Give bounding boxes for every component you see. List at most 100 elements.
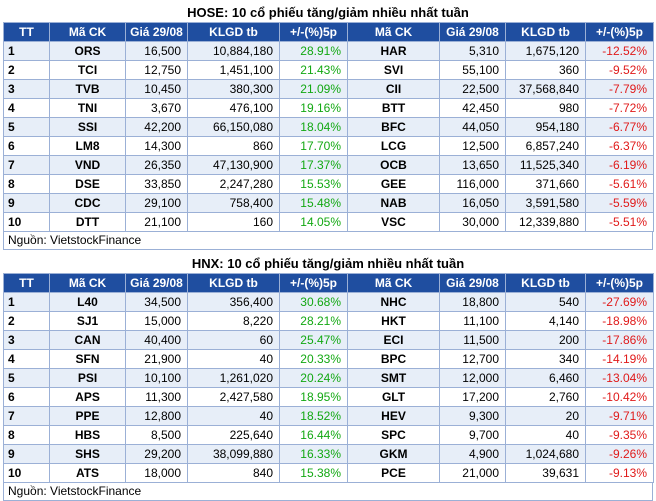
table-cell: -9.26% <box>585 444 654 464</box>
table-cell: -9.71% <box>585 406 654 426</box>
table-cell: VND <box>49 155 126 175</box>
table-cell: 7 <box>3 406 50 426</box>
table-cell: 60 <box>187 330 280 350</box>
table-cell: PSI <box>49 368 126 388</box>
table-cell: LM8 <box>49 136 126 156</box>
table-cell: 1,675,120 <box>505 41 586 61</box>
table-row: 7 PPE 12,800 40 18.52% HEV 9,300 20 -9.71% <box>3 406 654 426</box>
table-cell: 12,500 <box>439 136 506 156</box>
table-cell: 8 <box>3 425 50 445</box>
hose-header-cell: +/-(%)5p <box>585 22 654 42</box>
table-cell: 14,300 <box>125 136 188 156</box>
table-cell: 26,350 <box>125 155 188 175</box>
table-cell: -6.19% <box>585 155 654 175</box>
table-cell: TVB <box>49 79 126 99</box>
table-cell: DSE <box>49 174 126 194</box>
table-cell: -5.61% <box>585 174 654 194</box>
table-cell: 2,247,280 <box>187 174 280 194</box>
table-cell: 9 <box>3 444 50 464</box>
table-cell: BTT <box>347 98 440 118</box>
table-row: 9 SHS 29,200 38,099,880 16.33% GKM 4,900 1,024,… <box>3 444 654 464</box>
table-cell: 4 <box>3 349 50 369</box>
table-cell: 34,500 <box>125 292 188 312</box>
table-cell: 540 <box>505 292 586 312</box>
table-cell: 39,631 <box>505 463 586 483</box>
table-cell: 20.33% <box>279 349 348 369</box>
table-cell: CII <box>347 79 440 99</box>
table-cell: 21.09% <box>279 79 348 99</box>
table-row: 4 SFN 21,900 40 20.33% BPC 12,700 340 -14.19% <box>3 349 654 369</box>
table-cell: 21,100 <box>125 212 188 232</box>
table-cell: 2 <box>3 311 50 331</box>
hnx-header-cell: Mã CK <box>49 273 126 293</box>
table-cell: 356,400 <box>187 292 280 312</box>
hnx-header-cell: Giá 29/08 <box>439 273 506 293</box>
table-cell: 17.37% <box>279 155 348 175</box>
hnx-header-cell: TT <box>3 273 50 293</box>
hose-section: HOSE: 10 cổ phiếu tăng/giảm nhiều nhất t… <box>3 4 654 250</box>
table-cell: 40 <box>187 406 280 426</box>
table-row: 10 ATS 18,000 840 15.38% PCE 21,000 39,631 -9.13… <box>3 463 654 483</box>
table-cell: NHC <box>347 292 440 312</box>
table-cell: 7 <box>3 155 50 175</box>
hnx-source: Nguồn: VietstockFinance <box>3 483 653 501</box>
table-cell: 17,200 <box>439 387 506 407</box>
table-cell: 10 <box>3 212 50 232</box>
hose-header-cell: Giá 29/08 <box>125 22 188 42</box>
table-cell: 18,800 <box>439 292 506 312</box>
hnx-header-cell: Mã CK <box>347 273 440 293</box>
table-cell: 17.70% <box>279 136 348 156</box>
table-cell: -5.59% <box>585 193 654 213</box>
table-cell: 3 <box>3 79 50 99</box>
table-cell: 12,700 <box>439 349 506 369</box>
hose-header-cell: KLGD tb <box>505 22 586 42</box>
hose-title: HOSE: 10 cổ phiếu tăng/giảm nhiều nhất t… <box>187 5 469 20</box>
table-cell: 980 <box>505 98 586 118</box>
table-cell: 12,750 <box>125 60 188 80</box>
hose-header-cell: Mã CK <box>347 22 440 42</box>
table-cell: 116,000 <box>439 174 506 194</box>
hnx-header-cell: KLGD tb <box>187 273 280 293</box>
table-row: 6 APS 11,300 2,427,580 18.95% GLT 17,200 2,760-… <box>3 387 654 407</box>
table-cell: CDC <box>49 193 126 213</box>
table-cell: 13,650 <box>439 155 506 175</box>
table-cell: 42,450 <box>439 98 506 118</box>
hnx-header-cell: KLGD tb <box>505 273 586 293</box>
table-row: 5 SSI 42,200 66,150,080 18.04% BFC 44,050 954,1… <box>3 117 654 137</box>
table-cell: 10,450 <box>125 79 188 99</box>
hose-source: Nguồn: VietstockFinance <box>3 232 653 250</box>
hose-header-cell: +/-(%)5p <box>279 22 348 42</box>
table-cell: -9.52% <box>585 60 654 80</box>
table-cell: 5 <box>3 117 50 137</box>
table-cell: 21,900 <box>125 349 188 369</box>
table-cell: 30.68% <box>279 292 348 312</box>
table-cell: -13.04% <box>585 368 654 388</box>
table-cell: 12,800 <box>125 406 188 426</box>
table-cell: 1,024,680 <box>505 444 586 464</box>
table-cell: SJ1 <box>49 311 126 331</box>
table-cell: 18.04% <box>279 117 348 137</box>
table-cell: 758,400 <box>187 193 280 213</box>
table-cell: 38,099,880 <box>187 444 280 464</box>
table-cell: 6 <box>3 136 50 156</box>
table-cell: 15.53% <box>279 174 348 194</box>
table-cell: 1,261,020 <box>187 368 280 388</box>
table-cell: 5 <box>3 368 50 388</box>
table-cell: -9.35% <box>585 425 654 445</box>
table-cell: APS <box>49 387 126 407</box>
table-cell: SSI <box>49 117 126 137</box>
table-cell: 954,180 <box>505 117 586 137</box>
table-cell: TCI <box>49 60 126 80</box>
table-cell: 840 <box>187 463 280 483</box>
table-cell: -5.51% <box>585 212 654 232</box>
table-cell: 40 <box>505 425 586 445</box>
table-cell: 6 <box>3 387 50 407</box>
table-cell: 9,300 <box>439 406 506 426</box>
table-cell: 16.44% <box>279 425 348 445</box>
table-cell: ATS <box>49 463 126 483</box>
hose-header-cell: TT <box>3 22 50 42</box>
table-cell: 476,100 <box>187 98 280 118</box>
table-cell: 15.38% <box>279 463 348 483</box>
table-cell: HAR <box>347 41 440 61</box>
table-cell: 4,900 <box>439 444 506 464</box>
